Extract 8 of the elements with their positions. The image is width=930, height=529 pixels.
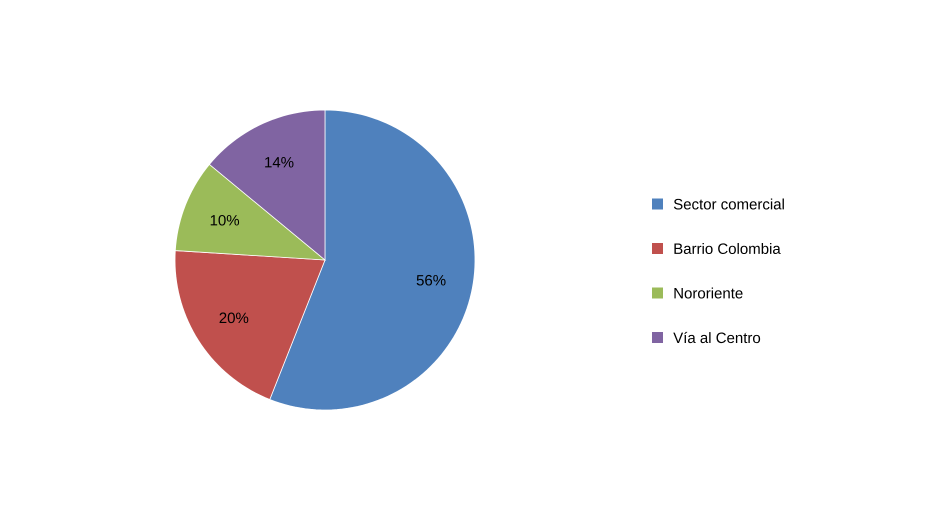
data-label: 10% — [210, 214, 240, 226]
legend-label: Sector comercial — [674, 198, 784, 210]
data-label: 14% — [265, 157, 294, 168]
legend-label: Nororiente — [674, 287, 743, 298]
data-label: 56% — [416, 274, 446, 286]
legend-label: Barrio Colombia — [674, 242, 781, 254]
legend-label: Vía al Centro — [673, 332, 760, 344]
data-label: 20% — [220, 312, 248, 324]
